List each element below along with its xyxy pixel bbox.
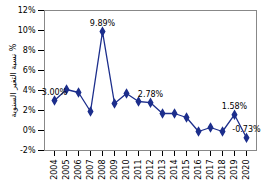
svg-text:2019: 2019 (230, 160, 239, 180)
svg-text:2007: 2007 (86, 160, 95, 180)
svg-text:2006: 2006 (74, 160, 83, 180)
svg-text:2005: 2005 (62, 160, 71, 180)
svg-text:3.00%: 3.00% (42, 88, 68, 97)
svg-text:9.89%: 9.89% (90, 19, 116, 28)
svg-text:10%: 10% (18, 26, 36, 35)
svg-text:2015: 2015 (182, 160, 191, 180)
svg-text:0%: 0% (23, 126, 36, 135)
svg-text:2017: 2017 (206, 160, 215, 180)
svg-text:2018: 2018 (218, 160, 227, 180)
svg-text:2013: 2013 (158, 160, 167, 180)
svg-text:2%: 2% (23, 106, 36, 115)
svg-text:8%: 8% (23, 46, 36, 55)
svg-text:2009: 2009 (110, 160, 119, 180)
svg-text:1.58%: 1.58% (222, 102, 248, 111)
svg-text:-2%: -2% (20, 146, 36, 155)
svg-text:2004: 2004 (50, 160, 59, 180)
svg-text:2011: 2011 (134, 160, 143, 180)
svg-text:4%: 4% (23, 86, 36, 95)
svg-text:2.78%: 2.78% (138, 90, 164, 99)
svg-text:2016: 2016 (194, 160, 203, 180)
svg-text:2020: 2020 (242, 160, 251, 180)
svg-text:نسبة التغير السنوية %: نسبة التغير السنوية % (9, 43, 18, 117)
svg-text:2012: 2012 (146, 160, 155, 180)
svg-text:2008: 2008 (98, 160, 107, 180)
svg-text:-0.73%: -0.73% (232, 125, 261, 134)
svg-text:2014: 2014 (170, 160, 179, 180)
svg-text:6%: 6% (23, 66, 36, 75)
svg-text:2010: 2010 (122, 160, 131, 180)
svg-text:12%: 12% (18, 6, 36, 15)
